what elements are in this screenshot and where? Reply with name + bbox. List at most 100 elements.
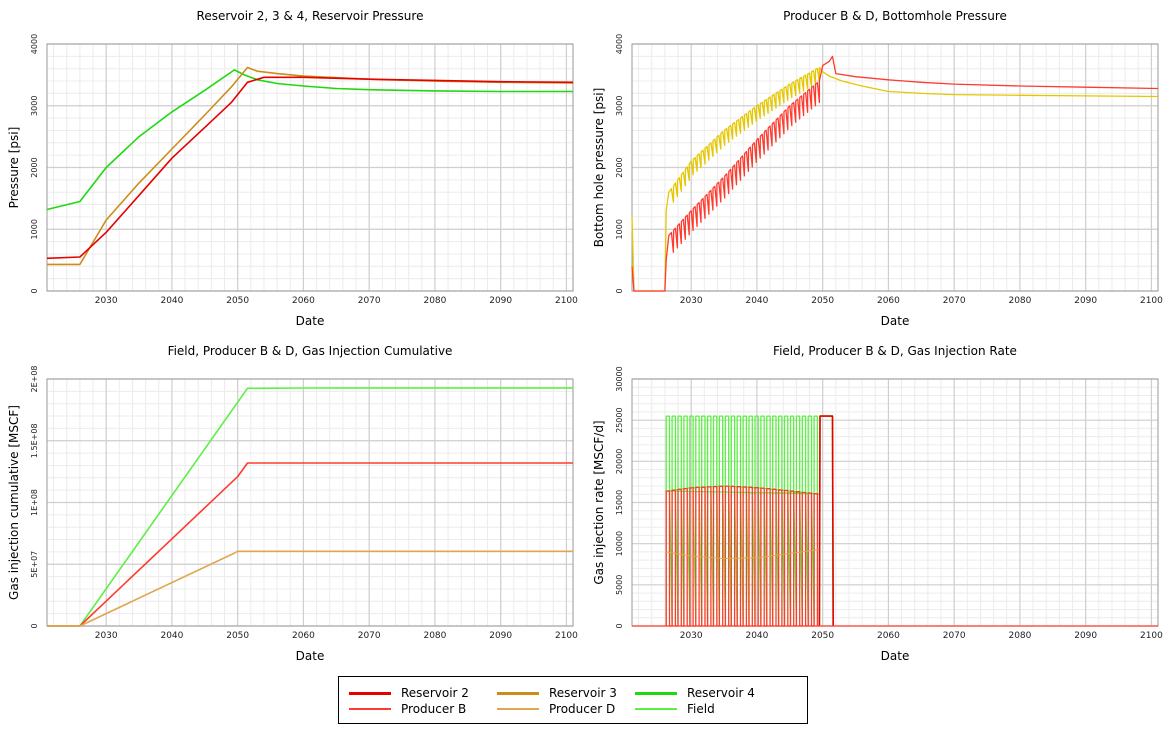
legend-swatch-reservoir-4 — [635, 691, 677, 695]
y-tick-label: 20000 — [615, 449, 624, 474]
chart-bottomhole-pressure: Producer B & D, Bottomhole Pressure 2030 2… — [592, 9, 1163, 328]
y-tick-label: 3000 — [30, 96, 39, 116]
series-line-reservoir-2 — [46, 76, 574, 260]
chart-title: Producer B & D, Bottomhole Pressure — [783, 9, 1007, 23]
chart-title: Field, Producer B & D, Gas Injection Cum… — [168, 344, 453, 358]
series-line-producer-b — [47, 462, 573, 627]
legend-swatch-producer-b — [349, 708, 391, 710]
y-tick-label: 0 — [615, 623, 624, 628]
legend: Reservoir 2 Producer B Reservoir 3 Produ… — [338, 676, 808, 724]
x-tick-label: 2040 — [160, 296, 183, 306]
legend-item-reservoir-2: Reservoir 2 — [349, 685, 469, 701]
y-tick-label: 4000 — [30, 34, 39, 54]
legend-label-field: Field — [687, 702, 715, 716]
x-tick-label: 2060 — [877, 296, 900, 306]
x-tick-label: 2060 — [292, 296, 315, 306]
y-axis-label: Gas injection cumulative [MSCF] — [7, 405, 21, 600]
x-tick-label: 2030 — [680, 296, 703, 306]
series-line-field — [47, 387, 573, 627]
chart-gas-injection-cumulative: Field, Producer B & D, Gas Injection Cum… — [7, 344, 578, 663]
series-group — [632, 415, 1158, 627]
legend-swatch-producer-d — [497, 708, 539, 710]
series-line-producer-d — [47, 550, 573, 627]
legend-label-producer-d: Producer D — [549, 702, 616, 716]
x-tick-label: 2060 — [877, 631, 900, 641]
legend-swatch-reservoir-3 — [497, 691, 539, 695]
y-tick-label: 5E+07 — [30, 551, 39, 578]
y-axis-label: Bottom hole pressure [psi] — [592, 88, 606, 248]
y-tick-label: 0 — [30, 288, 39, 293]
x-tick-label: 2050 — [226, 296, 249, 306]
x-tick-label: 2100 — [1140, 296, 1163, 306]
y-tick-label: 1E+08 — [30, 489, 39, 516]
x-tick-label: 2050 — [811, 631, 834, 641]
x-tick-label: 2070 — [943, 296, 966, 306]
x-tick-label: 2030 — [95, 296, 118, 306]
y-axis-label: Pressure [psi] — [7, 127, 21, 209]
x-tick-label: 2070 — [943, 631, 966, 641]
legend-item-producer-b: Producer B — [349, 701, 466, 717]
x-tick-label: 2050 — [811, 296, 834, 306]
legend-item-producer-d: Producer D — [497, 701, 615, 717]
y-tick-label: 5000 — [615, 575, 624, 595]
x-tick-label: 2050 — [226, 631, 249, 641]
series-line-reservoir-4 — [46, 69, 573, 211]
plot-frame — [631, 43, 1159, 292]
y-tick-label: 15000 — [615, 490, 624, 515]
series-line-producer-b — [631, 55, 1159, 292]
series-group — [46, 66, 574, 266]
series-line-producer-d — [666, 548, 820, 560]
plot-frame — [46, 378, 574, 627]
x-axis-label: Date — [296, 314, 325, 328]
legend-item-reservoir-3: Reservoir 3 — [497, 685, 617, 701]
x-tick-label: 2040 — [160, 631, 183, 641]
chart-title: Field, Producer B & D, Gas Injection Rat… — [773, 344, 1017, 358]
y-tick-label: 1000 — [30, 219, 39, 239]
legend-item-reservoir-4: Reservoir 4 — [635, 685, 755, 701]
legend-label-producer-b: Producer B — [401, 702, 467, 716]
x-tick-label: 2040 — [745, 296, 768, 306]
y-tick-label: 2E+08 — [30, 365, 39, 392]
x-tick-label: 2080 — [423, 631, 446, 641]
y-tick-label: 1000 — [615, 219, 624, 239]
x-tick-label: 2100 — [555, 631, 578, 641]
x-tick-label: 2070 — [358, 296, 381, 306]
y-tick-label: 1.5E+08 — [30, 423, 39, 458]
y-axis-label: Gas injection rate [MSCF/d] — [592, 420, 606, 584]
series-line-producer-b — [818, 415, 834, 627]
y-tick-label: 30000 — [615, 366, 624, 391]
y-tick-label: 2000 — [30, 157, 39, 177]
series-line-field — [665, 415, 820, 627]
x-tick-label: 2070 — [358, 631, 381, 641]
x-tick-label: 2040 — [745, 631, 768, 641]
x-tick-label: 2080 — [1008, 296, 1031, 306]
legend-label-reservoir-2: Reservoir 2 — [401, 686, 469, 700]
y-tick-label: 0 — [30, 623, 39, 628]
x-tick-label: 2090 — [1074, 296, 1097, 306]
y-tick-label: 25000 — [615, 407, 624, 432]
x-tick-label: 2090 — [1074, 631, 1097, 641]
x-tick-label: 2090 — [489, 631, 512, 641]
series-line-field — [818, 415, 834, 627]
legend-label-reservoir-3: Reservoir 3 — [549, 686, 617, 700]
x-tick-label: 2100 — [555, 296, 578, 306]
series-group — [47, 387, 573, 627]
x-axis-label: Date — [881, 314, 910, 328]
legend-swatch-reservoir-2 — [349, 691, 391, 695]
y-tick-label: 4000 — [615, 34, 624, 54]
plot-frame — [46, 43, 574, 292]
x-axis-label: Date — [296, 649, 325, 663]
x-tick-label: 2080 — [1008, 631, 1031, 641]
x-axis-label: Date — [881, 649, 910, 663]
x-tick-label: 2030 — [95, 631, 118, 641]
chart-gas-injection-rate: Field, Producer B & D, Gas Injection Rat… — [592, 344, 1163, 663]
x-tick-label: 2100 — [1140, 631, 1163, 641]
legend-swatch-field — [635, 708, 677, 710]
x-tick-label: 2090 — [489, 296, 512, 306]
series-line-reservoir-3 — [47, 66, 574, 266]
chart-reservoir-pressure: Reservoir 2, 3 & 4, Reservoir Pressure 20… — [7, 9, 578, 328]
y-tick-label: 10000 — [615, 531, 624, 556]
legend-item-field: Field — [635, 701, 715, 717]
series-line-producer-d — [631, 66, 1159, 292]
x-tick-label: 2080 — [423, 296, 446, 306]
